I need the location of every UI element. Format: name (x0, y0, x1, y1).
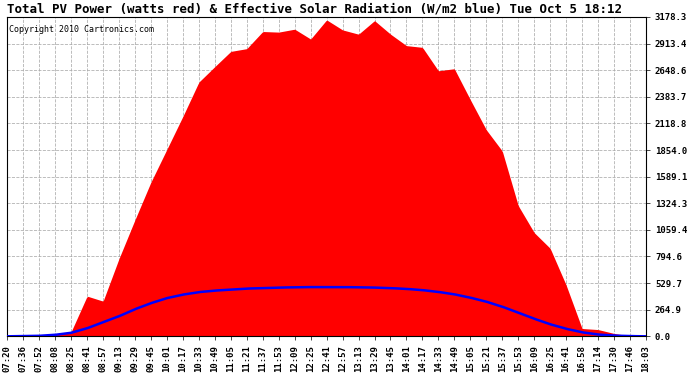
Text: Copyright 2010 Cartronics.com: Copyright 2010 Cartronics.com (8, 25, 154, 34)
Text: Total PV Power (watts red) & Effective Solar Radiation (W/m2 blue) Tue Oct 5 18:: Total PV Power (watts red) & Effective S… (8, 3, 622, 16)
